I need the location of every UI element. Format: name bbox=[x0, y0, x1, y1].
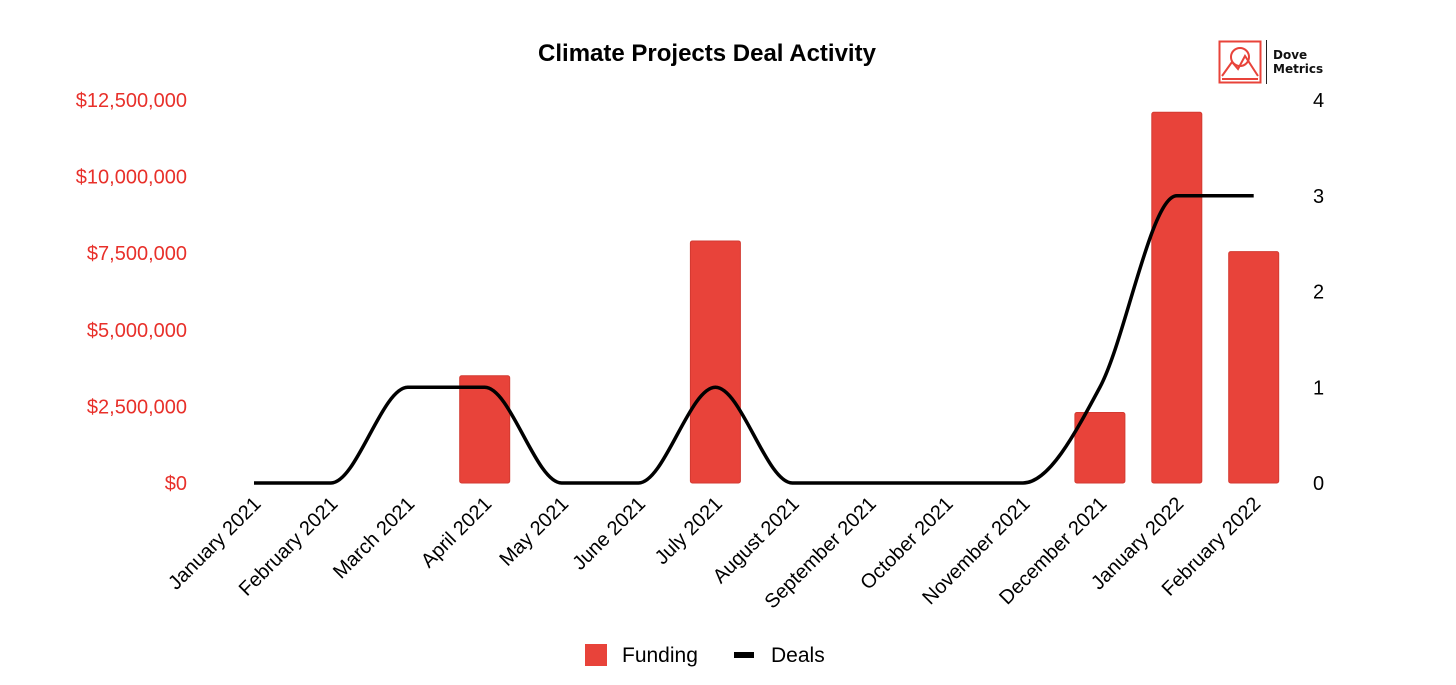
mountain-logo-icon bbox=[1218, 40, 1262, 84]
funding-bar bbox=[1074, 412, 1126, 484]
x-axis-tick-label: April 2021 bbox=[417, 493, 496, 572]
funding-bar bbox=[1228, 251, 1280, 484]
right-axis-tick-label: 1 bbox=[1313, 377, 1324, 399]
legend-deals-swatch bbox=[734, 652, 754, 658]
funding-bar bbox=[1151, 111, 1203, 484]
logo-text: Dove Metrics bbox=[1273, 48, 1323, 76]
right-axis-tick-label: 4 bbox=[1313, 90, 1324, 112]
right-axis-tick-label: 2 bbox=[1313, 282, 1324, 304]
x-axis-tick-label: March 2021 bbox=[329, 493, 419, 583]
left-axis-tick-label: $7,500,000 bbox=[87, 243, 187, 265]
right-axis-tick-label: 0 bbox=[1313, 473, 1324, 495]
funding-bar bbox=[459, 375, 511, 484]
left-axis-tick-label: $10,000,000 bbox=[76, 167, 187, 189]
funding-bar bbox=[689, 240, 741, 484]
x-axis-tick-label: July 2021 bbox=[651, 493, 727, 569]
legend-funding-label: Funding bbox=[622, 644, 698, 667]
legend-funding-swatch bbox=[585, 644, 607, 666]
logo-line-2: Metrics bbox=[1273, 62, 1324, 76]
logo-divider bbox=[1266, 40, 1267, 84]
chart-title: Climate Projects Deal Activity bbox=[538, 40, 877, 67]
left-axis-tick-label: $12,500,000 bbox=[76, 90, 187, 112]
right-axis-tick-label: 3 bbox=[1313, 186, 1324, 208]
legend-deals-label: Deals bbox=[771, 644, 825, 667]
deals-line bbox=[253, 193, 1254, 485]
dove-metrics-logo: Dove Metrics bbox=[1218, 40, 1323, 84]
logo-line-1: Dove bbox=[1273, 48, 1308, 62]
left-axis-tick-label: $0 bbox=[165, 473, 187, 495]
x-axis-tick-label: June 2021 bbox=[568, 493, 650, 575]
x-axis-tick-label: May 2021 bbox=[495, 493, 573, 571]
left-axis-tick-label: $2,500,000 bbox=[87, 396, 187, 418]
left-axis-tick-label: $5,000,000 bbox=[87, 320, 187, 342]
